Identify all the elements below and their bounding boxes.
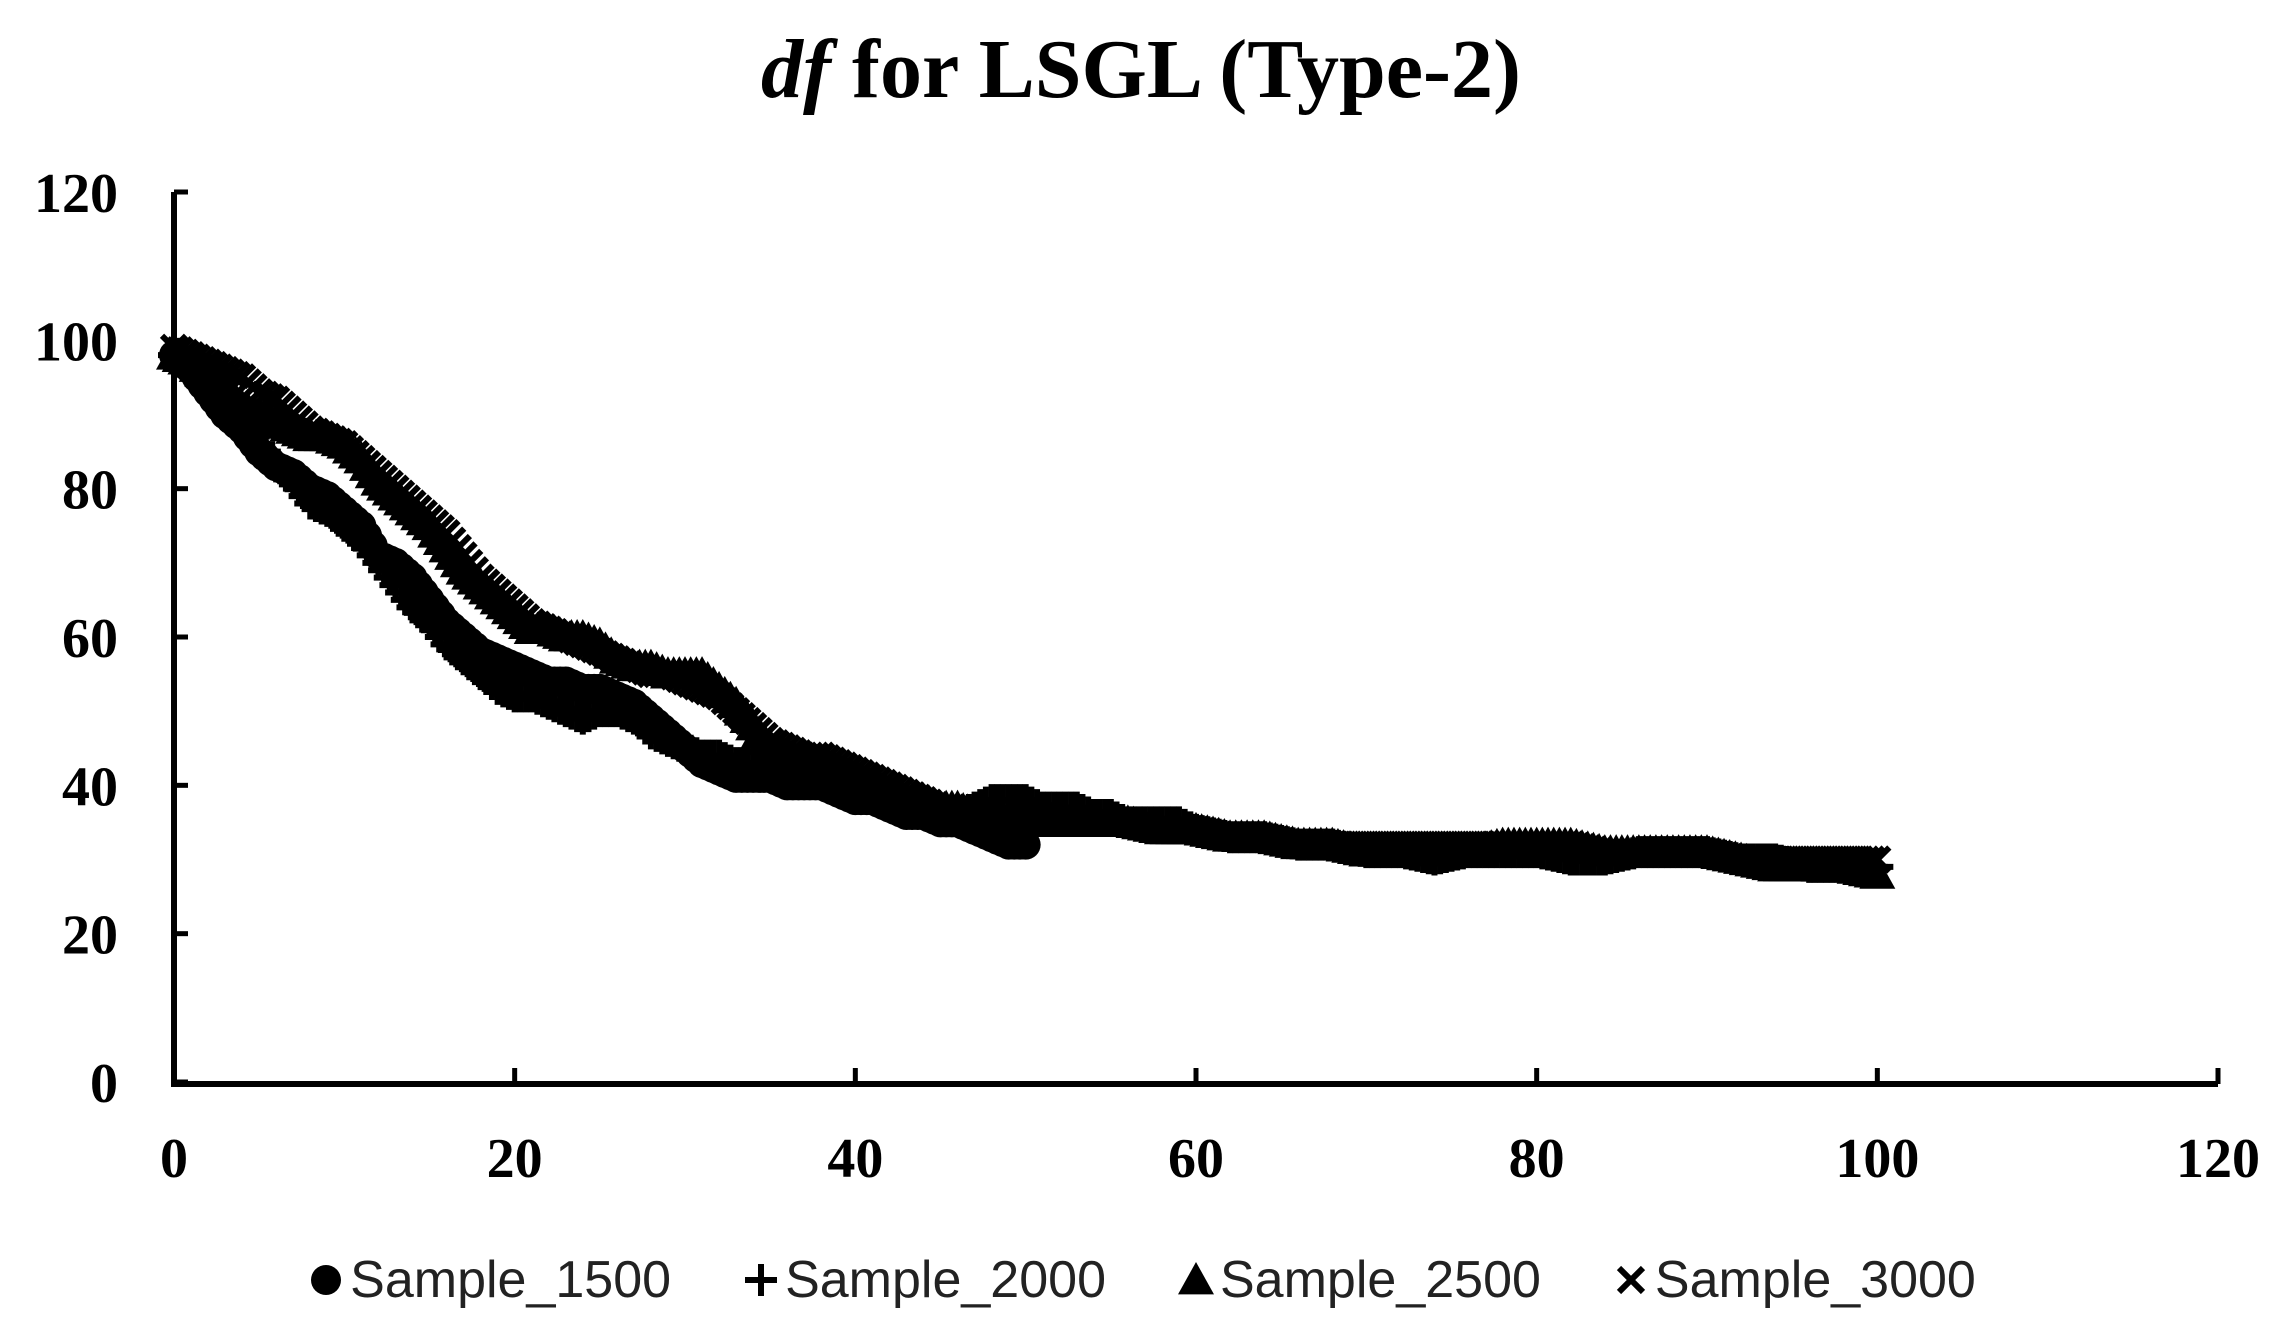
x-tick-label: 20: [487, 1128, 543, 1190]
legend-item: Sample_2000: [741, 1250, 1106, 1310]
y-tick-label: 60: [62, 608, 118, 670]
plot-area: 0 20 40 60 80 100 120 0 20 40 60 80 100 120: [34, 163, 2260, 1190]
y-tick-label: 40: [62, 756, 118, 818]
legend-marker: [1178, 1262, 1214, 1295]
chart-title: df for LSGL (Type-2): [0, 20, 2282, 120]
x-tick-label: 120: [2176, 1128, 2260, 1190]
data-point: [1863, 845, 1892, 874]
legend-item: Sample_1500: [306, 1250, 671, 1310]
series-sample-2000: [158, 339, 1894, 883]
y-tick-label: 20: [62, 905, 118, 967]
y-tick-label: 120: [34, 163, 118, 225]
x-tick-label: 80: [1509, 1128, 1565, 1190]
data-point: [1857, 845, 1886, 874]
data-point: [1010, 829, 1041, 860]
legend-label: Sample_1500: [350, 1251, 672, 1309]
x-tick-label: 0: [160, 1128, 188, 1190]
chart-title-rest: for LSGL (Type-2): [831, 23, 1521, 116]
axes: 0 20 40 60 80 100 120 0 20 40 60 80 100 120: [34, 163, 2260, 1190]
legend-marker: [745, 1264, 778, 1296]
x-tick-label: 40: [827, 1128, 883, 1190]
legend-item: Sample_3000: [1611, 1250, 1976, 1310]
legend-label: Sample_2000: [785, 1251, 1106, 1309]
legend: Sample_1500 Sample_2000 Sample_2500 Sample_…: [0, 1245, 2282, 1315]
legend-label: Sample_2500: [1220, 1251, 1541, 1309]
plus-marker-icon: [745, 1264, 778, 1296]
legend-label: Sample_3000: [1654, 1251, 1976, 1309]
data-point: [1851, 845, 1881, 874]
chart-title-italic: df: [761, 23, 832, 116]
x-marker-icon: [1616, 1265, 1646, 1295]
x-tick-label: 100: [1835, 1128, 1919, 1190]
x-tick-label: 60: [1168, 1128, 1224, 1190]
series-sample-3000: [159, 333, 1892, 874]
y-tick-label: 0: [90, 1053, 118, 1115]
legend-marker: [1616, 1265, 1646, 1295]
circle-marker-icon: [311, 1265, 342, 1295]
legend-marker: [311, 1265, 342, 1295]
y-tick-label: 100: [34, 311, 118, 373]
data-marks: [156, 333, 1896, 889]
y-tick-label: 80: [62, 460, 118, 522]
triangle-marker-icon: [1178, 1262, 1214, 1295]
data-point: [1859, 856, 1896, 889]
legend-item: Sample_2500: [1176, 1250, 1541, 1310]
